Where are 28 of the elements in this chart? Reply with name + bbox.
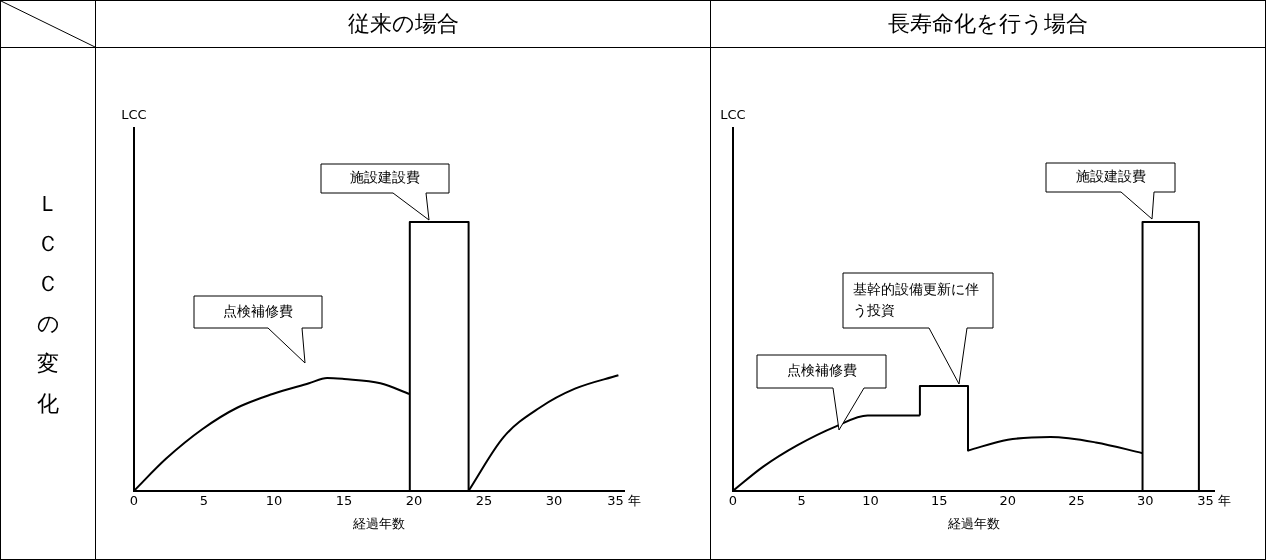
x-tick-label: 20: [405, 492, 423, 508]
x-tick-label: 25: [1068, 492, 1085, 508]
x-axis-title: 経過年数: [946, 515, 1000, 531]
chart-title: 従来の場合: [96, 1, 711, 48]
text: 施設建設費: [350, 169, 420, 186]
x-tick-label: 30: [545, 492, 563, 508]
x-tick-label: 5: [797, 492, 806, 508]
annotation: 点検補修費: [786, 362, 857, 379]
annotation: 基幹的設備更新に伴う投資: [853, 280, 979, 318]
y-axis-title: LCC: [720, 106, 746, 122]
x-tick-label: 0: [728, 492, 738, 508]
x-tick-label: 10: [862, 492, 879, 508]
x-tick-label: 20: [999, 492, 1017, 508]
x-tick-label: 35 年: [607, 492, 641, 508]
x-tick-label: 25: [475, 492, 493, 508]
x-tick-label: 15: [335, 492, 353, 508]
x-tick-label: 30: [1137, 492, 1154, 508]
chart-title: 長寿命化を行う場合: [711, 1, 1266, 48]
x-tick-label: 35 年: [1197, 492, 1231, 508]
x-tick-label: 0: [129, 492, 139, 508]
text: 施設建設費: [1075, 168, 1146, 185]
x-tick-label: 10: [265, 492, 283, 508]
x-tick-label: 5: [199, 492, 209, 508]
annotation: 点検補修費: [223, 302, 293, 319]
x-tick-label: 15: [930, 492, 948, 508]
y-axis-title: LCC: [121, 106, 147, 122]
text: ＬＣＣの変化: [36, 189, 60, 418]
x-axis-title: 経過年数: [352, 515, 405, 531]
